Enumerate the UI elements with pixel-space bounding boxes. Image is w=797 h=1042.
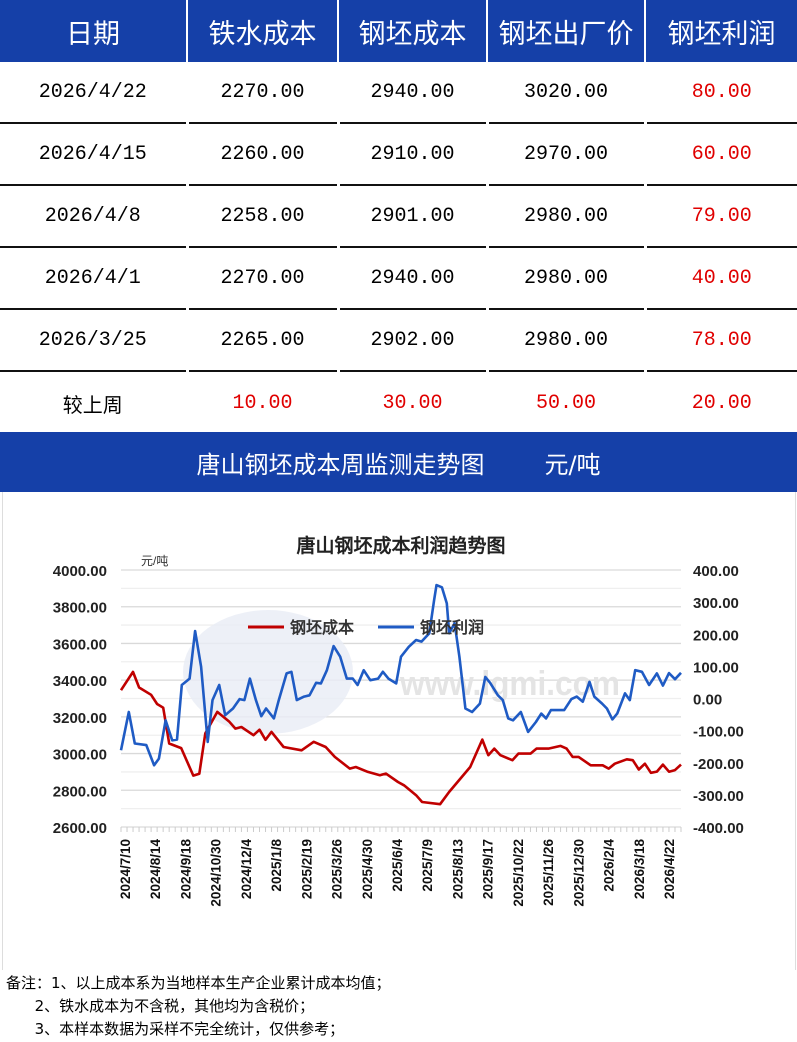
x-tick-label: 2025/2/19 <box>299 839 314 899</box>
y-tick-label: 3800.00 <box>53 600 107 617</box>
cell-billet-cost: 2901.00 <box>336 185 487 248</box>
watermark-text: www.lgmi.com <box>399 665 620 703</box>
cell-billet-profit: 79.00 <box>643 185 797 248</box>
cell-billet-price: 2980.00 <box>485 309 645 372</box>
x-tick-label: 2025/8/13 <box>450 839 465 900</box>
y2-tick-label: -100.00 <box>693 724 744 741</box>
cell-hot-metal-cost: 2258.00 <box>185 185 338 248</box>
cell-billet-cost: 2910.00 <box>336 123 487 186</box>
x-tick-label: 2025/10/22 <box>511 839 526 907</box>
legend-label: 钢坯利润 <box>420 618 484 637</box>
header-hot-metal-cost: 铁水成本 <box>186 0 338 62</box>
y2-tick-label: 200.00 <box>693 627 739 644</box>
y-tick-label: 2800.00 <box>53 783 107 800</box>
table-row: 2026/4/1 2270.00 2940.00 2980.00 40.00 <box>0 247 797 310</box>
x-tick-label: 2025/12/30 <box>571 839 586 907</box>
y2-tick-label: -300.00 <box>693 788 744 805</box>
x-tick-label: 2025/11/26 <box>541 839 556 906</box>
x-tick-label: 2024/9/18 <box>178 839 193 900</box>
x-tick-label: 2026/4/22 <box>662 839 677 899</box>
table-row: 2026/4/8 2258.00 2901.00 2980.00 79.00 <box>0 185 797 248</box>
cell-billet-cost: 2940.00 <box>336 62 487 124</box>
compare-billet-cost: 30.00 <box>336 371 487 435</box>
x-tick-label: 2025/6/4 <box>390 839 405 892</box>
header-date: 日期 <box>0 0 187 62</box>
notes: 备注：1、以上成本系为当地样本生产企业累计成本均值； 2、铁水成本为不含税，其他… <box>6 972 391 1041</box>
table-row: 2026/4/22 2270.00 2940.00 3020.00 80.00 <box>0 62 797 124</box>
steel-billet-cost-table: 日期 铁水成本 钢坯成本 钢坯出厂价 钢坯利润 2026/4/22 2270.00… <box>0 0 797 435</box>
cell-billet-price: 2970.00 <box>485 123 645 186</box>
cell-hot-metal-cost: 2260.00 <box>185 123 338 186</box>
y-tick-label: 3000.00 <box>53 747 107 764</box>
x-tick-label: 2024/7/10 <box>118 839 133 899</box>
cell-date: 2026/4/22 <box>0 62 187 124</box>
cell-billet-price: 2980.00 <box>485 247 645 310</box>
chart-container: www.lgmi.com 唐山钢坯成本利润趋势图元/吨 4000.00 3800.00… <box>2 492 796 970</box>
cell-hot-metal-cost: 2265.00 <box>185 309 338 372</box>
cell-date: 2026/4/8 <box>0 185 187 248</box>
cell-date: 2026/3/25 <box>0 309 187 372</box>
y2-tick-label: -200.00 <box>693 756 744 773</box>
header-billet-cost: 钢坯成本 <box>337 0 487 62</box>
billet-profit-line <box>119 583 682 767</box>
y2-tick-label: 400.00 <box>693 563 739 580</box>
chart-title: 唐山钢坯成本利润趋势图 <box>296 534 505 557</box>
x-tick-label: 2025/4/30 <box>360 839 375 899</box>
x-tick-label: 2024/10/30 <box>209 839 224 907</box>
watermark-logo <box>183 610 353 734</box>
section-title-bar: 唐山钢坯成本周监测走势图 元/吨 <box>0 432 797 492</box>
table-header-row: 日期 铁水成本 钢坯成本 钢坯出厂价 钢坯利润 <box>0 0 797 62</box>
note-line: 2、铁水成本为不含税，其他均为含税价； <box>6 997 315 1015</box>
x-tick-label: 2026/2/4 <box>602 839 617 892</box>
cell-billet-cost: 2940.00 <box>336 247 487 310</box>
compare-billet-profit: 20.00 <box>643 371 797 435</box>
legend-label: 钢坯成本 <box>290 618 354 637</box>
y-tick-label: 3600.00 <box>53 636 107 653</box>
x-tick-label: 2025/9/17 <box>481 839 496 899</box>
cell-date: 2026/4/15 <box>0 123 187 186</box>
compare-label: 较上周 <box>62 393 123 417</box>
y2-tick-label: 300.00 <box>693 595 739 612</box>
x-tick-label: 2024/12/4 <box>239 839 254 900</box>
y-tick-label: 2600.00 <box>53 820 107 837</box>
cell-date: 2026/4/1 <box>0 247 187 310</box>
y2-tick-label: -400.00 <box>693 820 744 837</box>
cell-hot-metal-cost: 2270.00 <box>185 62 338 124</box>
note-line: 3、本样本数据为采样不完全统计，仅供参考； <box>6 1020 345 1038</box>
header-billet-profit: 钢坯利润 <box>644 0 797 62</box>
cell-billet-profit: 78.00 <box>643 309 797 372</box>
x-tick-label: 2024/8/14 <box>148 839 163 900</box>
cell-hot-metal-cost: 2270.00 <box>185 247 338 310</box>
y-tick-label: 3200.00 <box>53 710 107 727</box>
cell-billet-profit: 40.00 <box>643 247 797 310</box>
compare-billet-price: 50.00 <box>485 371 645 435</box>
table-row: 2026/3/25 2265.00 2902.00 2980.00 78.00 <box>0 309 797 372</box>
cell-billet-profit: 60.00 <box>643 123 797 186</box>
cell-billet-cost: 2902.00 <box>336 309 487 372</box>
x-tick-label: 2025/1/8 <box>269 839 284 892</box>
note-line: 备注：1、以上成本系为当地样本生产企业累计成本均值； <box>6 974 391 992</box>
cell-billet-price: 3020.00 <box>485 62 645 124</box>
x-tick-label: 2025/7/9 <box>420 839 435 892</box>
y-tick-label: 3400.00 <box>53 673 107 690</box>
x-tick-label: 2026/3/18 <box>632 839 647 900</box>
section-title: 唐山钢坯成本周监测走势图 <box>196 450 485 479</box>
x-tick-label: 2025/3/26 <box>330 839 345 900</box>
y-axis-unit-label: 元/吨 <box>141 554 168 568</box>
week-over-week-row: 较上周 10.00 30.00 50.00 20.00 <box>0 371 797 435</box>
compare-hot-metal-cost: 10.00 <box>185 371 338 435</box>
header-billet-price: 钢坯出厂价 <box>486 0 645 62</box>
table-row: 2026/4/15 2260.00 2910.00 2970.00 60.00 <box>0 123 797 186</box>
section-unit: 元/吨 <box>544 450 601 479</box>
y2-tick-label: 100.00 <box>693 659 739 676</box>
y-tick-label: 4000.00 <box>53 563 107 580</box>
cell-billet-profit: 80.00 <box>643 62 797 124</box>
cell-billet-price: 2980.00 <box>485 185 645 248</box>
y2-tick-label: 0.00 <box>693 692 722 709</box>
